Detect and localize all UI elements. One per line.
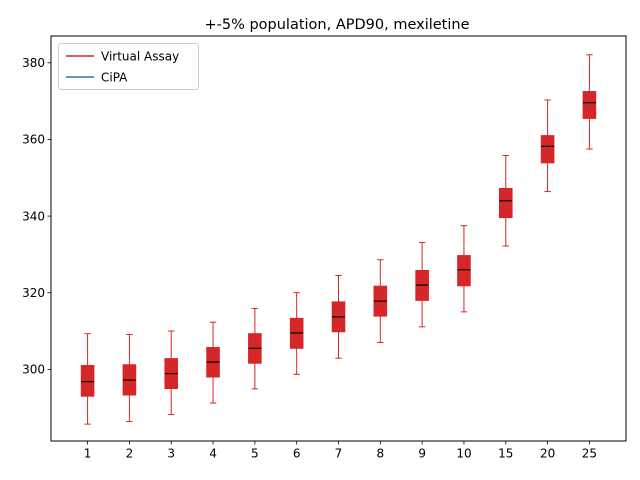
box-4: [206, 321, 220, 404]
legend-label-virtual-assay: Virtual Assay: [101, 50, 179, 64]
legend-label-cipa: CiPA: [101, 71, 128, 85]
axes-layer: 1 2 3 4 5 6 7 8 9 10 15 20 25 300 320 340 360 380: [22, 35, 627, 461]
box-10: [457, 225, 471, 313]
x-tick-label: 5: [251, 447, 259, 461]
box-iqr: [540, 135, 555, 164]
box-iqr: [498, 187, 513, 219]
x-tick-label: 4: [209, 447, 217, 461]
box-9: [415, 242, 429, 328]
legend-frame: [58, 43, 199, 90]
y-tick-label: 320: [22, 286, 45, 300]
chart-title: +-5% population, APD90, mexiletine: [204, 17, 469, 33]
legend: Virtual Assay CiPA: [58, 43, 199, 90]
box-25: [582, 54, 597, 150]
box-iqr: [582, 91, 597, 119]
x-tick-label: 8: [376, 447, 384, 461]
box-3: [164, 330, 179, 416]
x-tick-label: 7: [335, 447, 343, 461]
x-tick-label: 1: [84, 447, 92, 461]
x-tick-label: 10: [456, 447, 471, 461]
y-tick-label: 380: [22, 56, 45, 70]
box-1: [80, 333, 95, 425]
x-tick-label: 20: [540, 447, 555, 461]
box-7: [331, 274, 346, 359]
box-15: [498, 155, 513, 247]
box-iqr: [457, 255, 471, 287]
x-tick-label: 9: [418, 447, 426, 461]
y-tick-label: 300: [22, 363, 45, 377]
box-20: [540, 99, 555, 193]
x-tick-label: 25: [582, 447, 597, 461]
y-tick-label: 360: [22, 133, 45, 147]
box-iqr: [80, 365, 95, 397]
box-6: [289, 292, 304, 375]
box-5: [248, 307, 262, 390]
box-8: [373, 259, 388, 344]
y-tick-label: 340: [22, 209, 45, 223]
boxes-layer: [80, 54, 597, 425]
x-tick-label: 6: [293, 447, 301, 461]
box-2: [122, 333, 137, 422]
x-tick-label: 15: [498, 447, 513, 461]
x-tick-label: 3: [167, 447, 175, 461]
x-tick-label: 2: [126, 447, 134, 461]
